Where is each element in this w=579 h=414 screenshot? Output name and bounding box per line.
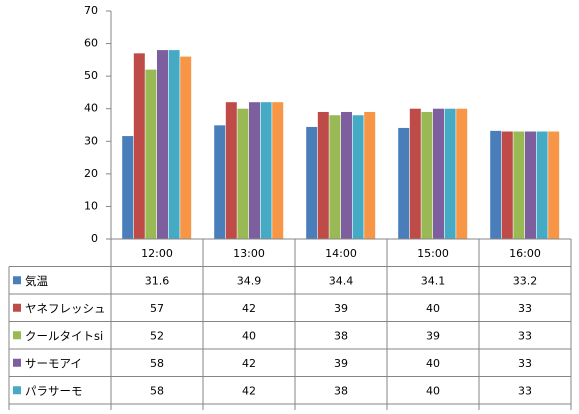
data-label: 52 <box>150 329 164 342</box>
bar <box>536 131 548 239</box>
category-label: 15:00 <box>417 247 449 260</box>
data-label: 33 <box>518 302 532 315</box>
bar <box>525 131 536 239</box>
data-label: 39 <box>426 329 440 342</box>
bar <box>317 111 329 239</box>
data-label: 34.1 <box>421 274 446 287</box>
bar <box>444 108 456 240</box>
data-label: 31.6 <box>145 274 170 287</box>
bar <box>409 108 421 240</box>
y-tick-label: 20 <box>84 167 98 180</box>
bar <box>513 131 525 239</box>
legend-label: サーモアイ <box>25 356 82 370</box>
data-label: 40 <box>426 302 440 315</box>
y-tick-label: 60 <box>84 37 98 50</box>
bar <box>272 102 284 239</box>
category-label: 14:00 <box>325 247 357 260</box>
y-tick-label: 40 <box>84 102 98 115</box>
bar <box>225 102 237 239</box>
bar <box>398 127 410 239</box>
bar <box>329 115 341 239</box>
legend-key <box>13 276 21 285</box>
data-label: 40 <box>426 357 440 370</box>
bar <box>421 111 433 239</box>
bar <box>501 131 513 239</box>
y-tick-label: 10 <box>84 199 98 212</box>
bar <box>490 130 502 239</box>
bar <box>122 136 134 239</box>
bar <box>180 56 192 239</box>
bar <box>168 50 180 240</box>
data-label: 34.4 <box>329 274 354 287</box>
bar <box>214 125 226 239</box>
data-label: 58 <box>150 384 164 397</box>
category-label: 16:00 <box>509 247 541 260</box>
bar <box>145 69 157 239</box>
bar <box>352 115 364 239</box>
bar <box>237 108 249 240</box>
legend-label: クールタイトsi <box>25 329 103 343</box>
y-tick-label: 0 <box>91 232 98 245</box>
data-label: 33.2 <box>513 274 538 287</box>
category-label: 13:00 <box>233 247 265 260</box>
y-tick-label: 70 <box>84 4 98 17</box>
data-label: 42 <box>242 357 256 370</box>
data-label: 42 <box>242 384 256 397</box>
legend-key <box>13 303 21 312</box>
legend-label: ヤネフレッシュ <box>25 301 106 315</box>
bar <box>306 126 318 239</box>
bar <box>341 111 352 239</box>
data-label: 33 <box>518 357 532 370</box>
data-label: 34.9 <box>237 274 262 287</box>
data-label: 40 <box>426 384 440 397</box>
legend-key <box>13 358 21 367</box>
bar <box>433 108 444 240</box>
bar <box>548 131 560 239</box>
data-label: 38 <box>334 384 348 397</box>
bar <box>157 50 168 240</box>
data-label: 33 <box>518 384 532 397</box>
data-label: 39 <box>334 357 348 370</box>
legend-key <box>13 331 21 340</box>
data-label: 40 <box>242 329 256 342</box>
data-label: 42 <box>242 302 256 315</box>
data-label: 57 <box>150 302 164 315</box>
bar <box>249 102 260 239</box>
data-label: 33 <box>518 329 532 342</box>
bar <box>133 53 145 240</box>
bar <box>456 108 468 240</box>
data-label: 39 <box>334 302 348 315</box>
category-label: 12:00 <box>141 247 173 260</box>
y-tick-label: 50 <box>84 69 98 82</box>
bar <box>260 102 272 239</box>
data-label: 38 <box>334 329 348 342</box>
legend-key <box>13 386 21 395</box>
bar <box>364 111 376 239</box>
y-tick-label: 30 <box>84 134 98 147</box>
legend-label: 気温 <box>25 274 48 288</box>
data-label: 58 <box>150 357 164 370</box>
legend-label: パラサーモ <box>25 384 83 398</box>
